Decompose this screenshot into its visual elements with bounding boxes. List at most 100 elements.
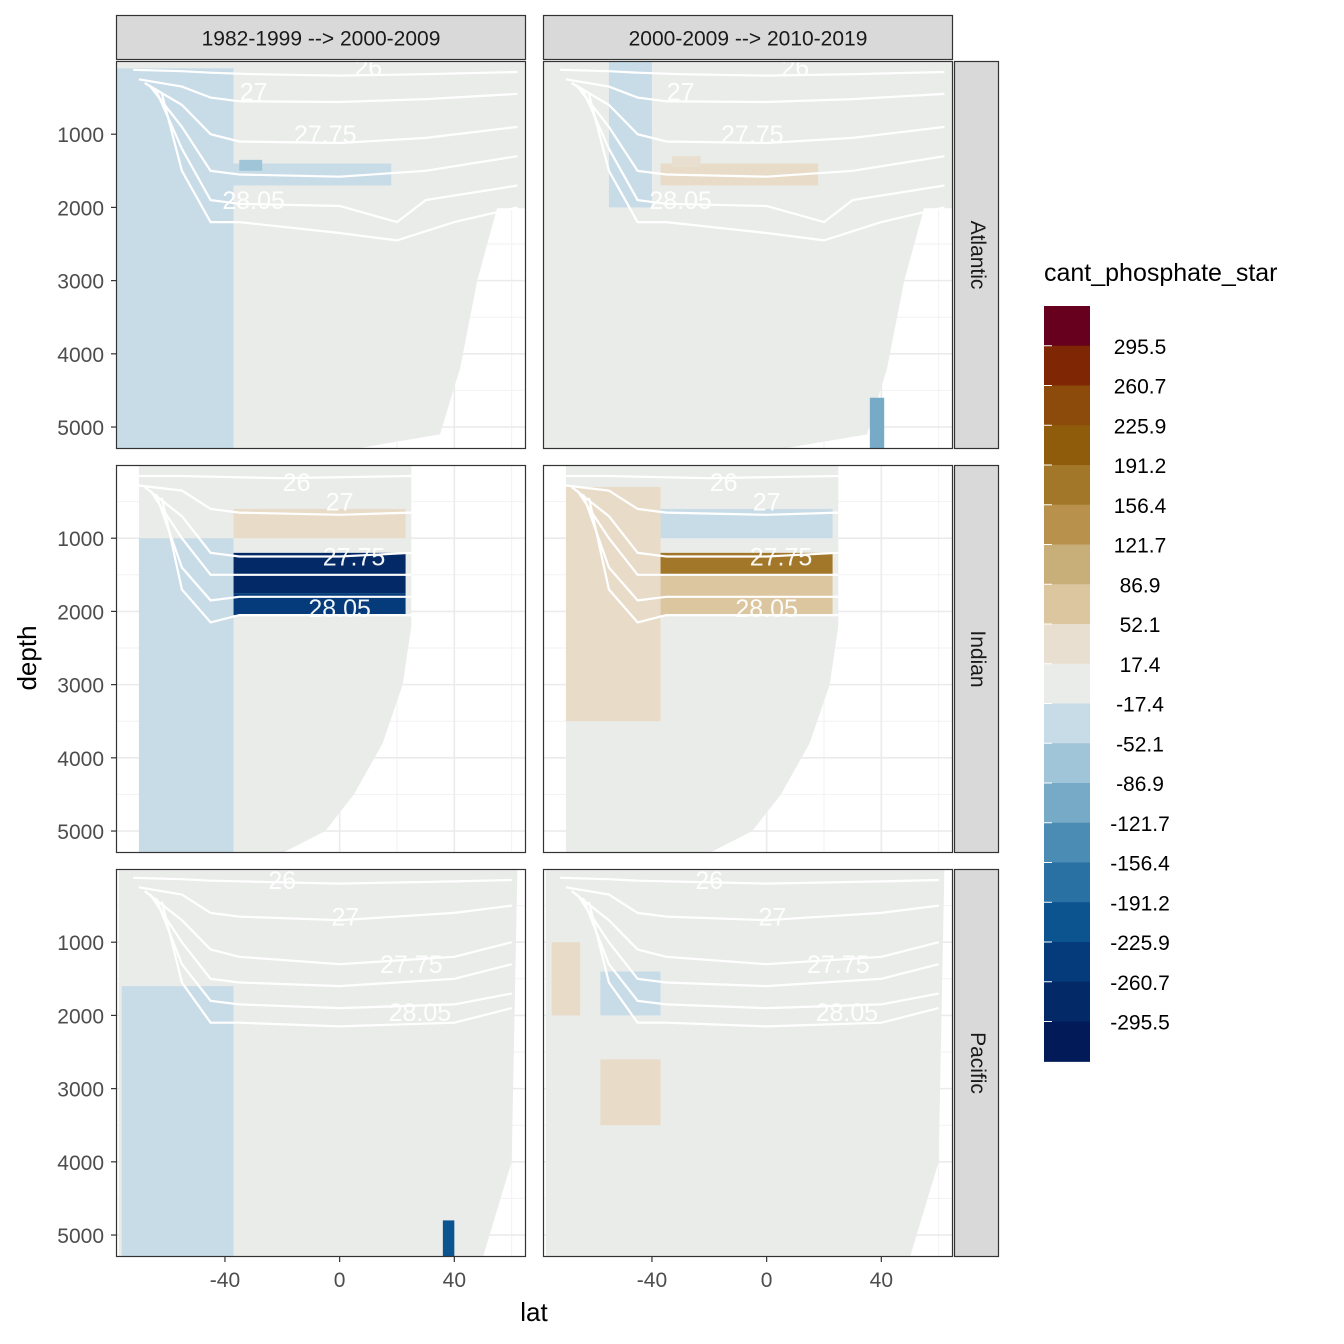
legend-color-step (1044, 981, 1090, 1023)
y-tick-label: 4000 (57, 748, 104, 771)
isopycnal-contour (160, 901, 512, 1028)
isopycnal-contour (138, 886, 512, 922)
isopycnal-contour (560, 68, 945, 77)
isopycnal-contour (565, 474, 839, 480)
legend-label: -121.7 (1110, 813, 1170, 836)
anomaly-cell (660, 552, 833, 575)
y-tick-label: 2000 (57, 197, 104, 220)
panel-border (542, 464, 954, 854)
section-content: 26 27 27.75 28.05 (118, 867, 518, 1257)
isopycnal-label: 26 (354, 54, 382, 82)
isopycnal-contour (576, 893, 939, 988)
panel: 26 27 27.75 28.05 (542, 867, 954, 1258)
facet-strip-row (953, 60, 1000, 450)
facet-strip-row (953, 464, 1000, 854)
y-tick-label: 3000 (57, 675, 104, 698)
section-content: 26 27 27.75 28.05 (543, 54, 953, 449)
legend-label: -156.4 (1110, 853, 1170, 876)
isopycnal-label: 26 (283, 469, 311, 497)
facet-strip-row-label: Pacific (966, 1032, 989, 1094)
legend-color-step (1044, 624, 1090, 665)
isopycnal-contour (587, 901, 939, 1028)
facet-strip-row-label: Indian (966, 630, 989, 687)
isopycnal-label: 27.75 (380, 951, 443, 979)
legend-label: 17.4 (1120, 654, 1161, 677)
legend-color-step (1044, 385, 1090, 426)
panel: 26 27 27.75 28.05 (115, 867, 527, 1258)
legend-label: 52.1 (1120, 614, 1161, 637)
anomaly-cell (239, 159, 263, 171)
panel-border (115, 868, 527, 1258)
isopycnal-contour (138, 78, 518, 104)
ocean-section (545, 869, 945, 1257)
isopycnal-label: 27.75 (807, 951, 870, 979)
isopycnal-contour (160, 497, 412, 624)
facet-strip-column (115, 14, 527, 61)
anomaly-cell (660, 163, 819, 186)
isopycnal-contour (571, 82, 945, 145)
isopycnal-contour (149, 489, 412, 576)
legend-color-step (1044, 465, 1090, 506)
legend-color-step (1044, 703, 1090, 744)
isopycnal-label: 26 (268, 867, 296, 895)
isopycnal-contour (571, 486, 839, 558)
legend-color-step (1044, 345, 1090, 387)
isopycnal-contour (144, 890, 512, 966)
panel-border (115, 60, 527, 450)
anomaly-cell (660, 574, 833, 616)
legend-label: 295.5 (1114, 336, 1167, 359)
isopycnal-contour (565, 886, 939, 922)
legend-label: -191.2 (1110, 892, 1170, 915)
legend-color-step (1044, 663, 1090, 705)
facet-strips: 1982-1999 --> 2000-2009 2000-2009 --> 201… (115, 14, 1000, 1258)
isopycnal-label: 26 (781, 54, 809, 82)
isopycnal-contour (155, 493, 412, 602)
y-tick-label: 3000 (57, 271, 104, 294)
legend-color-step (1044, 1021, 1090, 1062)
section-content: 26 27 27.75 28.05 (545, 867, 945, 1257)
legend-color-step (1044, 584, 1090, 625)
anomaly-cell (869, 397, 885, 449)
legend-color-step (1044, 504, 1090, 546)
y-tick-label: 5000 (57, 821, 104, 844)
isopycnal-contour (144, 82, 518, 145)
isopycnal-label: 27 (753, 489, 781, 517)
isopycnal-contour (138, 474, 412, 480)
anomaly-cell (565, 486, 661, 722)
legend-color-step (1044, 902, 1090, 943)
isopycnal-label: 28.05 (649, 187, 712, 215)
isopycnal-contour (582, 89, 945, 224)
legend-label: 191.2 (1114, 455, 1167, 478)
isopycnal-label: 28.05 (308, 595, 371, 623)
anomaly-cell (233, 552, 406, 594)
anomaly-cell (600, 1059, 661, 1126)
legend-color-step (1044, 942, 1090, 983)
axes: 1000200030004000500010002000300040005000… (57, 124, 893, 1292)
y-tick-label: 2000 (57, 1005, 104, 1028)
x-tick-label: 40 (443, 1269, 466, 1292)
legend-color-step (1044, 743, 1090, 784)
legend-label: 260.7 (1114, 376, 1167, 399)
legend-color-step (1044, 822, 1090, 864)
y-axis-title: depth (12, 625, 42, 690)
legend-label: 225.9 (1114, 415, 1167, 438)
y-tick-label: 3000 (57, 1079, 104, 1102)
legend-label: -86.9 (1116, 773, 1164, 796)
isopycnal-contour (587, 93, 945, 242)
isopycnal-contour (160, 93, 518, 242)
colorbar-legend: cant_phosphate_star 295.5 260.7 225.9 191.2… (1044, 259, 1278, 1062)
isopycnal-label: 27.75 (294, 121, 357, 149)
isopycnal-label: 26 (695, 867, 723, 895)
anomaly-cell (233, 163, 392, 186)
isopycnal-contour (582, 897, 939, 1010)
anomaly-cell (116, 68, 234, 449)
isopycnal-contour (149, 893, 512, 988)
isopycnal-contour (571, 890, 939, 966)
isopycnal-contour (138, 484, 412, 516)
isopycnal-label: 27.75 (323, 544, 386, 572)
isopycnal-contour (144, 486, 412, 558)
y-tick-label: 5000 (57, 1225, 104, 1248)
y-tick-label: 4000 (57, 344, 104, 367)
isopycnal-label: 28.05 (816, 999, 879, 1027)
